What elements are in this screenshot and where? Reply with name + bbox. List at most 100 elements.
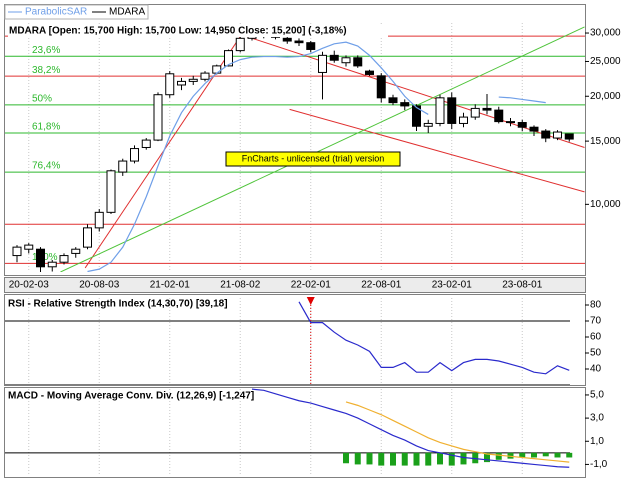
fib-label: 50% [32, 93, 52, 104]
series-line [87, 41, 546, 272]
legend-box [4, 4, 149, 20]
histogram-bar [460, 452, 467, 465]
fib-label: 23,6% [32, 45, 60, 56]
candle-body [130, 148, 139, 162]
series-line [251, 388, 570, 468]
x-tick-label: 20-08-03 [79, 280, 119, 291]
chart-title: MACD - Moving Average Conv. Div. (12,26,… [8, 391, 254, 402]
y-tick-label: 40 [590, 364, 602, 375]
candle-body [71, 248, 81, 254]
histogram-bar [448, 452, 455, 466]
candle-body [153, 94, 163, 141]
histogram-bar [378, 452, 385, 466]
histogram-bar [425, 452, 432, 466]
y-tick-label: 30,000 [590, 28, 621, 39]
histogram-bar [566, 452, 573, 458]
candle-body [212, 65, 222, 74]
candle-body [365, 70, 374, 75]
histogram-bar [437, 452, 443, 465]
y-tick-label: 15,000 [590, 136, 621, 147]
candle-body [412, 105, 421, 127]
legend-entry: MDARA [109, 7, 145, 18]
x-tick-label: 20-02-03 [9, 280, 49, 291]
x-tick-label: 22-08-01 [361, 280, 401, 291]
y-tick-label: 25,000 [590, 56, 621, 67]
series-line [345, 401, 570, 463]
candle-body [83, 227, 92, 248]
candle-body [329, 54, 339, 61]
x-tick-label: 23-02-01 [432, 280, 472, 291]
candle-body [282, 37, 292, 42]
macd-panel [4, 387, 586, 478]
histogram-bar [495, 452, 502, 460]
candle-body [423, 122, 433, 127]
histogram-bar [343, 452, 349, 464]
y-tick-label: 20,000 [590, 91, 621, 102]
candle-body [306, 42, 316, 50]
candle-body [118, 160, 128, 173]
y-tick-label: 50 [590, 348, 602, 359]
fib-label: 38,2% [32, 65, 60, 76]
candle-body [400, 102, 410, 107]
histogram-bar [484, 452, 490, 463]
candle-body [294, 40, 304, 44]
candle-body [459, 116, 468, 124]
candle-body [470, 107, 480, 118]
y-tick-label: 1,0 [590, 436, 604, 447]
candle-body [200, 72, 210, 80]
legend-entry: ParabolicSAR [25, 7, 87, 18]
candle-body [318, 54, 327, 73]
histogram-bar [401, 452, 408, 466]
chart-title: RSI - Relative Strength Index (14,30,70)… [8, 299, 228, 310]
candle-body [141, 139, 151, 148]
candle-body [435, 97, 445, 124]
event-marker [306, 297, 315, 305]
candle-body [224, 50, 233, 67]
histogram-bar [531, 452, 537, 458]
candle-body [188, 78, 198, 82]
y-tick-label: 60 [590, 332, 602, 343]
fib-label: 76,4% [32, 161, 60, 172]
histogram-bar [354, 452, 361, 465]
candle-body [529, 126, 539, 132]
histogram-bar [554, 452, 561, 458]
chart-title: MDARA [Open: 15,700 High: 15,700 Low: 14… [9, 26, 347, 37]
candle-body [59, 255, 69, 263]
candle-body [482, 107, 492, 111]
candle-body [517, 122, 527, 128]
candle-body [506, 121, 515, 124]
histogram-bar [542, 452, 549, 457]
title-bg [8, 25, 388, 37]
candle-body [494, 109, 504, 123]
candle-body [36, 248, 45, 268]
candle-body [564, 133, 574, 140]
fib-label: 61,8% [32, 122, 60, 133]
histogram-bar [413, 452, 420, 466]
candle-body [447, 97, 457, 124]
trendline [242, 34, 585, 148]
candle-body [353, 57, 363, 67]
histogram-bar [519, 452, 526, 458]
x-tick-label: 22-02-01 [291, 280, 331, 291]
series-line [298, 301, 570, 375]
y-tick-label: 3,0 [590, 413, 604, 424]
candle-body [12, 246, 22, 257]
candle-body [177, 80, 186, 86]
watermark-box [225, 151, 401, 167]
candle-body [47, 261, 57, 268]
overlay: ParabolicSAR MDARA MDARA [Open: 15,700 H… [4, 4, 621, 470]
y-tick-label: -1,0 [590, 459, 608, 470]
date-strip [4, 277, 586, 293]
rsi-panel [4, 294, 586, 386]
candle-body [94, 211, 104, 229]
candle-body [541, 130, 551, 139]
rsi-plot [5, 297, 570, 385]
x-tick-label: 21-08-02 [220, 280, 260, 291]
trendline [60, 26, 585, 272]
candle-body [341, 57, 351, 64]
y-tick-label: 70 [590, 316, 602, 327]
candle-body [165, 73, 175, 96]
y-tick-label: 5,0 [590, 390, 604, 401]
